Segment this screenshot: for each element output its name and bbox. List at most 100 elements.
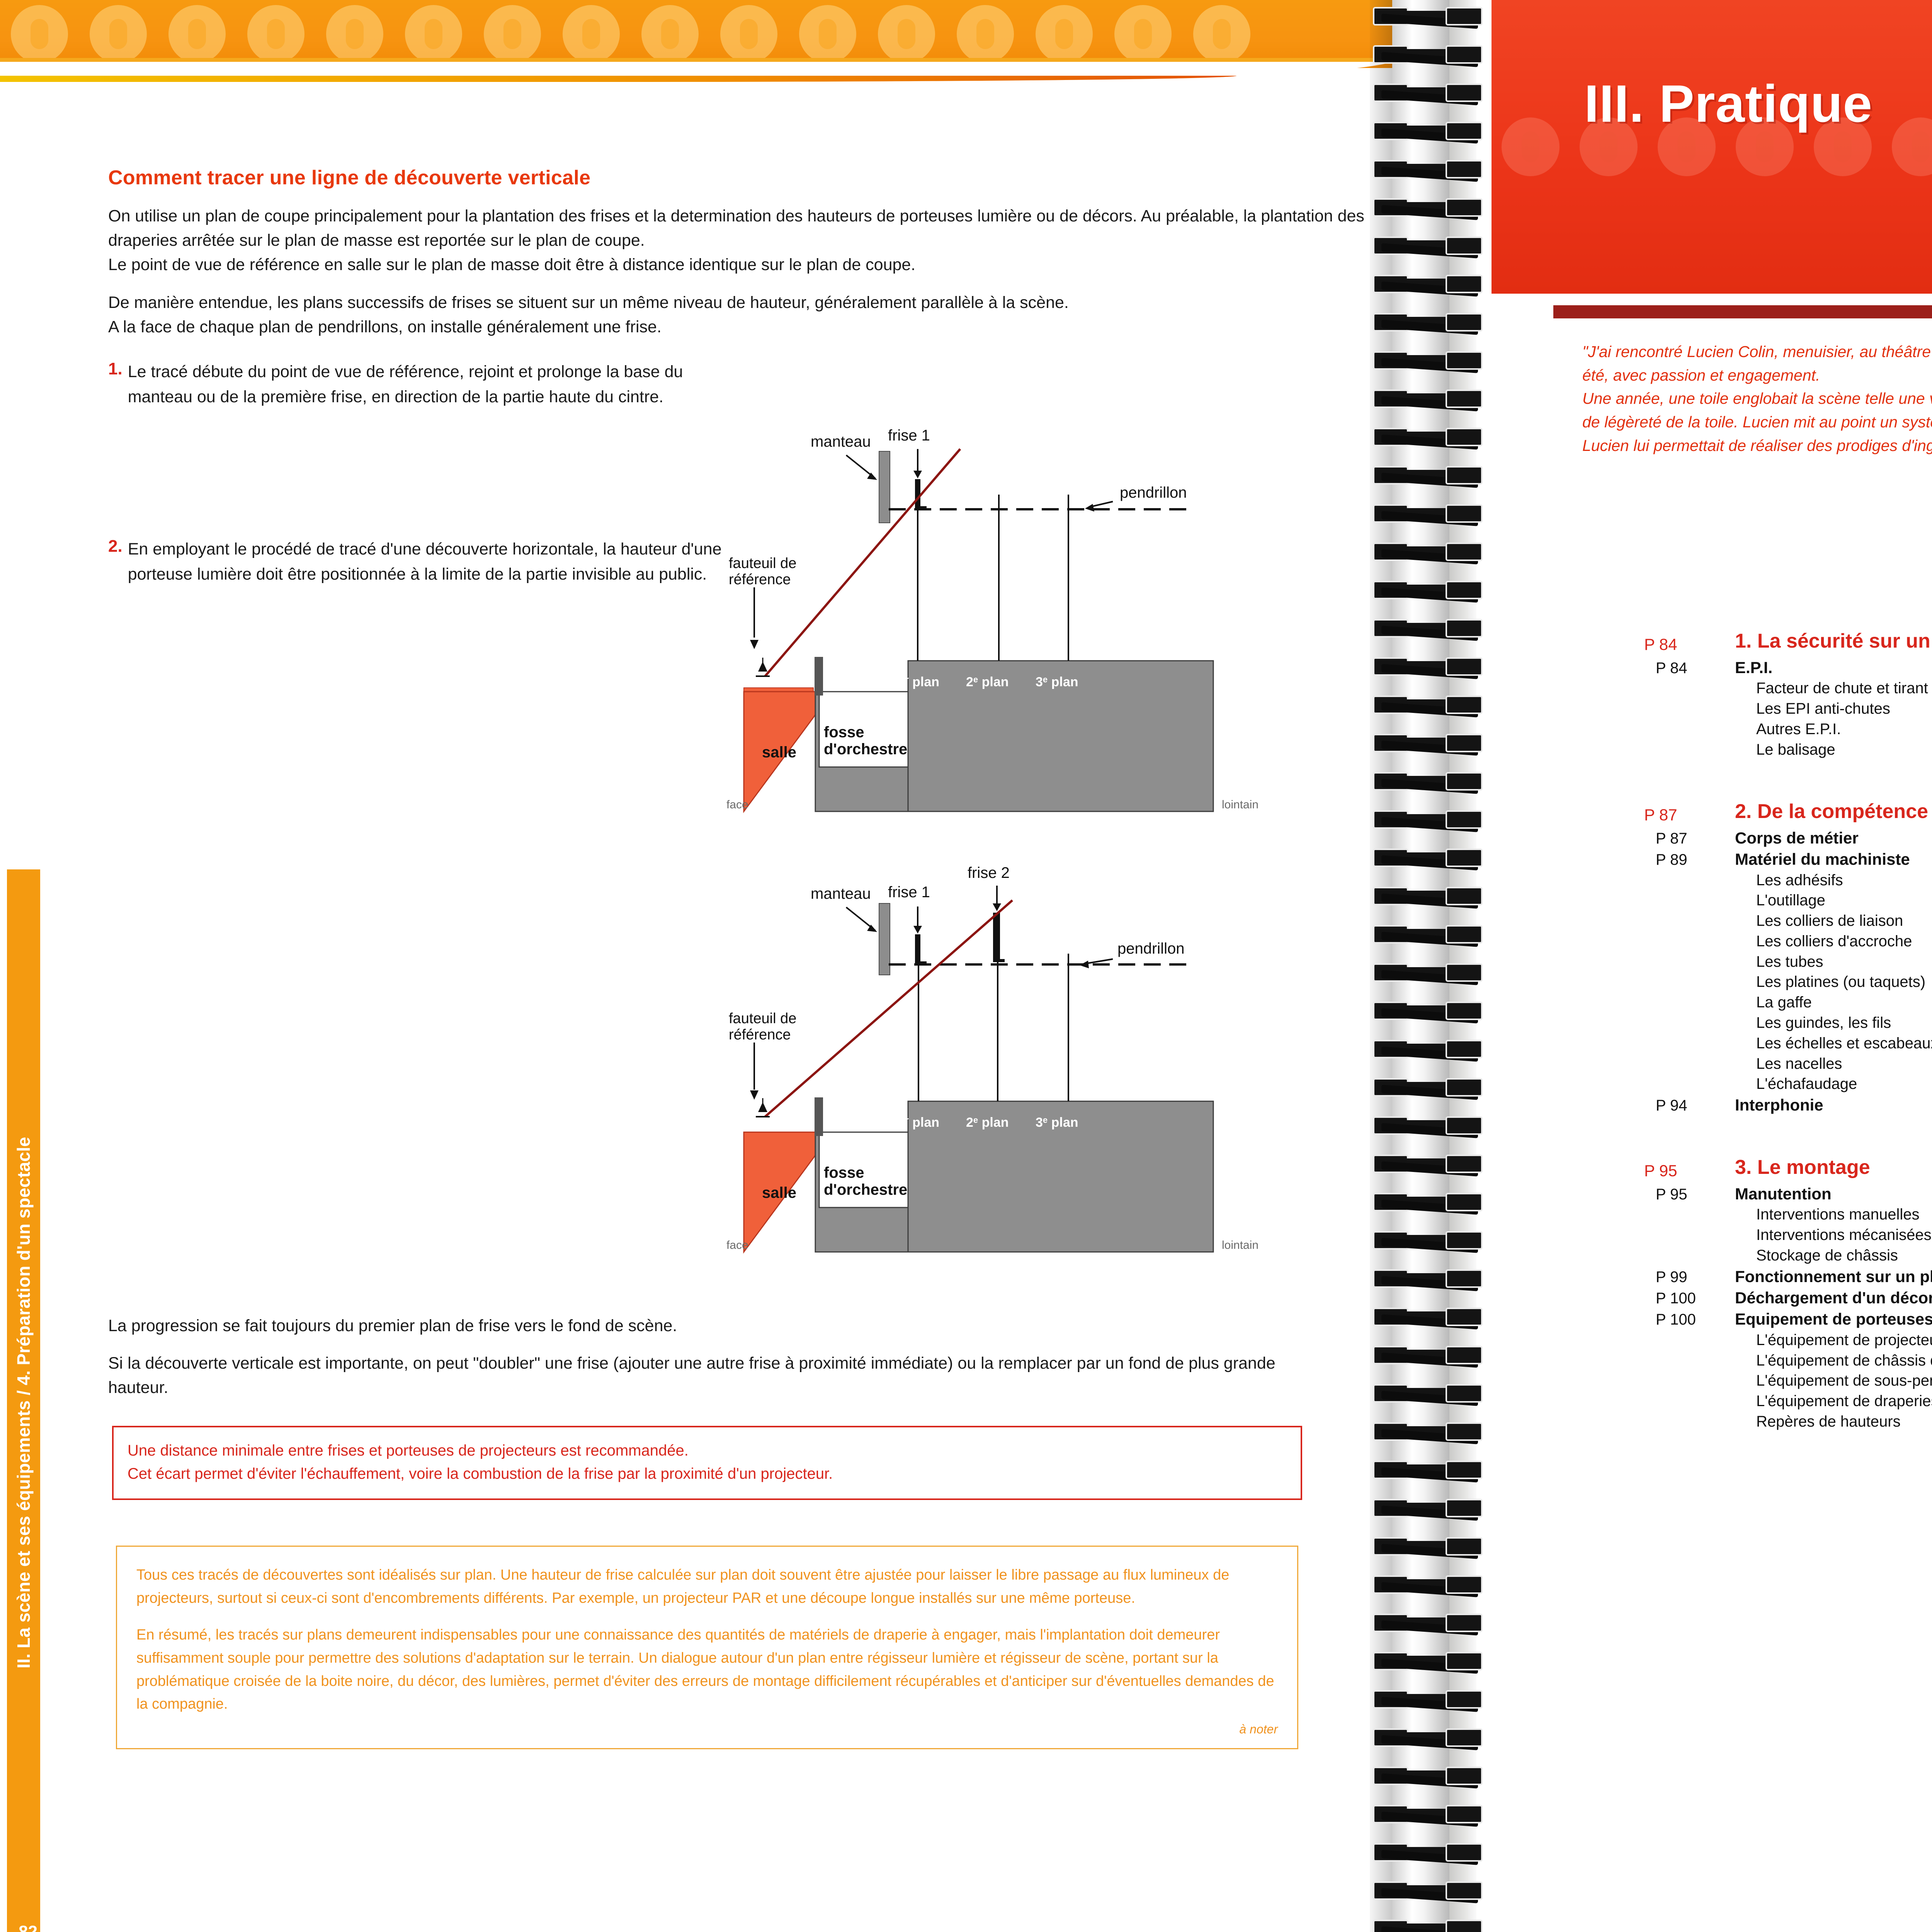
coil-cap-right — [1446, 963, 1483, 982]
toc-row[interactable]: Stockage de châssis — [1644, 1245, 1932, 1266]
toc-row-label: Les colliers d'accroche — [1756, 932, 1912, 950]
toc-row[interactable]: L'outillage — [1644, 890, 1932, 911]
spiral-coil — [1370, 1880, 1486, 1912]
coil-cap-right — [1446, 1116, 1483, 1135]
coil-cap-right — [1446, 1384, 1483, 1403]
toc-row[interactable]: P 87 Corps de métier — [1644, 827, 1932, 849]
toc-row[interactable]: Facteur de chute et tirant d'air — [1644, 678, 1932, 699]
toc-row-label: L'équipement de sous-perches — [1756, 1372, 1932, 1389]
toc-row-page: P 99 — [1656, 1268, 1687, 1286]
spiral-coil — [1370, 464, 1486, 497]
toc-row[interactable]: P 95 Manutention — [1644, 1183, 1932, 1204]
toc-row[interactable]: L'équipement de sous-perches — [1644, 1371, 1932, 1391]
toc-row[interactable]: P 100 Déchargement d'un décor — [1644, 1287, 1932, 1308]
coil-cap-right — [1446, 1614, 1483, 1632]
toc-row[interactable]: Le balisage — [1644, 740, 1932, 760]
toc-row[interactable]: P 100 Equipement de porteuses palanquées … — [1644, 1308, 1932, 1330]
toc-row[interactable]: Interventions mécanisées — [1644, 1225, 1932, 1245]
spiral-coil — [1370, 5, 1486, 38]
toc-section-header[interactable]: P 84 1. La sécurité sur un plateau — [1644, 630, 1932, 654]
testimonial-quote: "J'ai rencontré Lucien Colin, menuisier,… — [1582, 340, 1932, 485]
label-face-2: face — [726, 1239, 748, 1252]
toc-row[interactable]: Les platines (ou taquets) — [1644, 972, 1932, 992]
spiral-coil — [1370, 962, 1486, 994]
toc-row[interactable]: Les guindes, les fils — [1644, 1013, 1932, 1033]
toc-row[interactable]: Repères de hauteurs — [1644, 1412, 1932, 1432]
spiral-coil — [1370, 1115, 1486, 1147]
toc-row-page: P 89 — [1656, 851, 1687, 869]
toc-row[interactable]: L'équipement de projecteurs — [1644, 1330, 1932, 1350]
banner-curve-divider — [0, 58, 1399, 93]
closing-paragraphs: La progression se fait toujours du premi… — [108, 1314, 1310, 1413]
toc-row[interactable]: P 84 E.P.I. — [1644, 657, 1932, 678]
toc-row-label: L'échafaudage — [1756, 1075, 1857, 1093]
toc-row[interactable]: Les nacelles — [1644, 1054, 1932, 1074]
toc-row[interactable]: Les colliers de liaison — [1644, 911, 1932, 931]
spiral-coil — [1370, 923, 1486, 956]
toc-row-label: Matériel du machiniste — [1735, 850, 1910, 869]
section-side-tab: II. La scène et ses équipements / 4. Pré… — [7, 869, 40, 1932]
toc-section[interactable]: P 84 1. La sécurité sur un plateau P 84 E.P… — [1644, 630, 1932, 760]
chapter-title: III. Pratique — [1584, 74, 1873, 133]
toc-section-header[interactable]: P 87 2. De la compétence du machiniste... — [1644, 800, 1932, 824]
toc-row[interactable]: Les colliers d'accroche — [1644, 931, 1932, 952]
toc-row[interactable]: L'échafaudage — [1644, 1074, 1932, 1094]
toc-row-label: Equipement de porteuses palanquées ou co… — [1735, 1310, 1932, 1328]
toc-row[interactable]: Les adhésifs — [1644, 870, 1932, 891]
spiral-coil — [1370, 44, 1486, 76]
coil-cap-right — [1446, 849, 1483, 867]
toc-section[interactable]: P 87 2. De la compétence du machiniste...… — [1644, 800, 1932, 1116]
toc-row[interactable]: P 99 Fonctionnement sur un plateau en mon… — [1644, 1266, 1932, 1287]
toc-section[interactable]: P 95 3. Le montage P 95 Manutention Interven… — [1644, 1156, 1932, 1432]
spiral-coil — [1370, 503, 1486, 535]
toc-row[interactable]: P 94 Interphonie — [1644, 1094, 1932, 1116]
decorative-circle-icon — [1193, 5, 1250, 63]
toc-section-header[interactable]: P 95 3. Le montage — [1644, 1156, 1932, 1180]
coil-cap-right — [1446, 925, 1483, 944]
toc-row[interactable]: Les EPI anti-chutes — [1644, 699, 1932, 719]
toc-row[interactable]: La gaffe — [1644, 992, 1932, 1013]
toc-row-page: P 84 — [1656, 660, 1687, 677]
toc-row-label: Les tubes — [1756, 953, 1823, 970]
toc-row[interactable]: Les tubes — [1644, 952, 1932, 972]
label-plan2-2: 2e plan — [966, 1115, 1009, 1130]
label-plan2-1: 2e plan — [966, 675, 1009, 689]
spiral-coil — [1370, 579, 1486, 612]
toc-row[interactable]: Les échelles et escabeaux — [1644, 1033, 1932, 1054]
toc-row-label: L'équipement de châssis de grande hauteu… — [1756, 1352, 1932, 1369]
step-2-text: En employant le procédé de tracé d'une d… — [128, 540, 722, 583]
decorative-circle-icon — [720, 5, 777, 63]
label-manteau-1: manteau — [811, 433, 871, 450]
decorative-circle-icon — [1736, 117, 1794, 176]
coil-cap-right — [1446, 504, 1483, 523]
toc-row-label: Les EPI anti-chutes — [1756, 700, 1890, 718]
paragraph-6: Si la découverte verticale est important… — [108, 1354, 1276, 1397]
toc-row-page: P 100 — [1656, 1289, 1696, 1307]
coil-cap-right — [1446, 1728, 1483, 1747]
label-lointain-2: lointain — [1222, 1239, 1259, 1252]
toc-row[interactable]: P 89 Matériel du machiniste — [1644, 849, 1932, 870]
spiral-coil — [1370, 235, 1486, 267]
toc-row[interactable]: L'équipement de châssis de grande hauteu… — [1644, 1350, 1932, 1371]
coil-cap-right — [1446, 887, 1483, 905]
label-fosse-1a: fosse — [824, 724, 864, 741]
toc-row[interactable]: L'équipement de draperies et toiles — [1644, 1391, 1932, 1412]
toc-row-label: Les colliers de liaison — [1756, 912, 1903, 930]
banner-accent-stripe — [0, 76, 1236, 82]
toc-section-page: P 95 — [1644, 1161, 1677, 1180]
toc-row-label: Autres E.P.I. — [1756, 721, 1841, 738]
toc-section-page: P 87 — [1644, 805, 1677, 824]
toc-row[interactable]: Autres E.P.I. — [1644, 719, 1932, 740]
toc-row[interactable]: Interventions manuelles — [1644, 1204, 1932, 1225]
spiral-coil — [1370, 1803, 1486, 1836]
toc-row-page: P 87 — [1656, 830, 1687, 847]
spiral-coil — [1370, 1765, 1486, 1798]
coil-cap-right — [1446, 581, 1483, 599]
red-top-banner: III. Pratique — [1492, 0, 1932, 294]
step-2: 2. En employant le procédé de tracé d'un… — [108, 537, 738, 587]
coil-cap-right — [1446, 275, 1483, 293]
right-page: III. Pratique — [1468, 0, 1932, 1932]
label-frise1-1: frise 1 — [888, 427, 930, 444]
decorative-circle-icon — [326, 5, 383, 63]
spiral-coil — [1370, 1153, 1486, 1185]
